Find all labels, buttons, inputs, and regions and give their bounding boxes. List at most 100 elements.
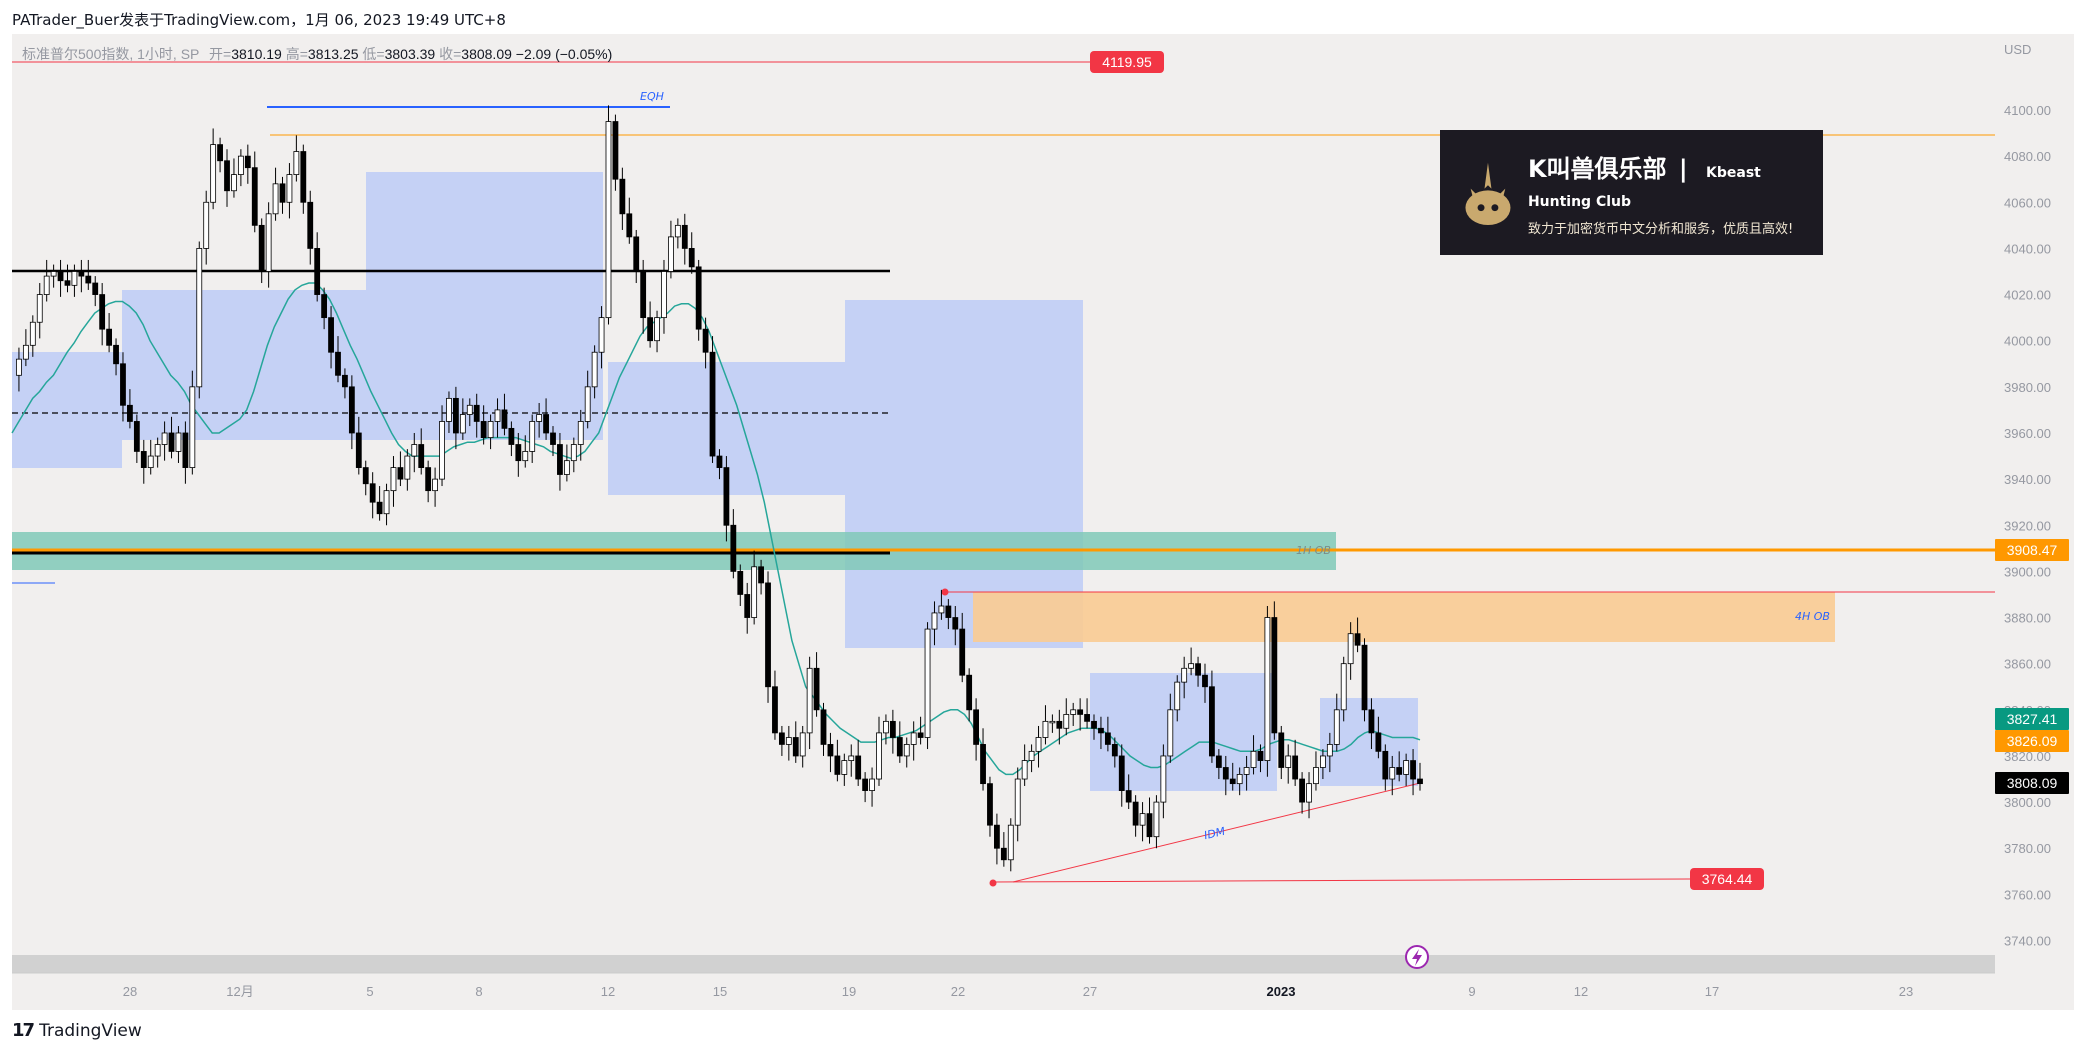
price-tick-label: 4060.00 bbox=[2004, 195, 2051, 210]
candle-body bbox=[661, 271, 667, 319]
candle-body bbox=[1063, 714, 1070, 729]
candle-body bbox=[85, 275, 92, 284]
ohlc-legend: 标准普尔500指数, 1小时, SP 开=3810.19 高=3813.25 低… bbox=[22, 44, 612, 64]
price-tick-label: 4080.00 bbox=[2004, 149, 2051, 164]
price-axis-area[interactable] bbox=[1995, 34, 2074, 1010]
candle-body bbox=[758, 566, 764, 584]
candle-body bbox=[244, 155, 251, 169]
chart-attribution: PATrader_Buer发表于TradingView.com，1月 06, 2… bbox=[12, 11, 506, 29]
candle-body bbox=[362, 467, 369, 485]
candle-body bbox=[1257, 750, 1264, 761]
price-label-text: 3826.09 bbox=[2007, 733, 2058, 749]
candle-body bbox=[695, 266, 702, 330]
candle-body bbox=[1077, 709, 1084, 715]
blue-zone-5 bbox=[845, 300, 1083, 648]
candle-body bbox=[161, 432, 168, 445]
low-label: 低= bbox=[362, 46, 385, 62]
candle-body bbox=[778, 732, 785, 745]
price-label-text: 3808.09 bbox=[2007, 775, 2058, 791]
price-label-badge: 3826.09 bbox=[1995, 730, 2069, 752]
candle-body bbox=[272, 183, 279, 215]
candle-body bbox=[1326, 744, 1333, 757]
time-scrollbar[interactable] bbox=[12, 955, 1995, 973]
price-tick-label: 4040.00 bbox=[2004, 241, 2051, 256]
candle-body bbox=[806, 667, 813, 734]
candle-body bbox=[668, 236, 674, 272]
candle-body bbox=[994, 824, 1000, 849]
candle-body bbox=[307, 201, 314, 249]
candle-body bbox=[501, 409, 508, 429]
candle-body bbox=[1084, 714, 1090, 722]
candle-body bbox=[834, 755, 841, 775]
candle-body bbox=[772, 686, 778, 734]
candle-body bbox=[1215, 755, 1222, 768]
change-value: −2.09 (−0.05%) bbox=[515, 46, 613, 62]
candle-body bbox=[931, 612, 938, 630]
candle-body bbox=[321, 294, 328, 319]
candle-body bbox=[1222, 767, 1229, 780]
candle-body bbox=[1160, 755, 1167, 803]
lightning-icon[interactable] bbox=[1405, 945, 1429, 969]
blue-zone-1 bbox=[12, 352, 122, 468]
candle-body bbox=[869, 778, 875, 791]
candle-body bbox=[744, 594, 751, 618]
candle-body bbox=[966, 674, 973, 711]
price-labels: 4119.95 3908.47 3827.41 3826.09 3808.09 3764.… bbox=[1090, 51, 2069, 890]
tradingview-logo-icon: 17 bbox=[12, 1020, 35, 1041]
candle-body bbox=[1278, 732, 1285, 768]
brand-watermark: K叫兽俱乐部 | Kbeast Hunting Club 致力于加密货币中文分析… bbox=[1440, 130, 1823, 255]
eqh-label: EQH bbox=[640, 90, 664, 103]
candle-body bbox=[917, 732, 924, 738]
time-tick-label: 8 bbox=[475, 984, 482, 999]
candle-body bbox=[446, 397, 452, 422]
time-tick-label: 9 bbox=[1468, 984, 1475, 999]
tradingview-footer[interactable]: 17 TradingView bbox=[12, 1020, 142, 1041]
brand-name: K叫兽俱乐部 bbox=[1527, 154, 1667, 183]
price-label-text: 3827.41 bbox=[2007, 711, 2058, 727]
time-tick-label: 19 bbox=[842, 984, 856, 999]
candle-body bbox=[674, 224, 681, 238]
candle-body bbox=[605, 121, 612, 319]
red-4h-marker bbox=[941, 588, 949, 596]
candle-body bbox=[1118, 755, 1125, 791]
candle-body bbox=[175, 432, 182, 452]
candle-body bbox=[1396, 767, 1403, 775]
candle-body bbox=[848, 755, 855, 761]
candle-body bbox=[1292, 755, 1299, 780]
candle-body bbox=[265, 213, 272, 272]
candle-body bbox=[924, 628, 931, 738]
candle-body bbox=[862, 778, 869, 791]
candle-body bbox=[210, 144, 217, 203]
candle-body bbox=[820, 709, 827, 745]
orange-4h-ob-zone bbox=[973, 592, 1835, 642]
candle-body bbox=[1181, 667, 1188, 683]
symbol-label: 标准普尔500指数, 1小时, SP bbox=[22, 46, 200, 62]
blue-zone-2 bbox=[122, 290, 366, 440]
low-value: 3803.39 bbox=[384, 46, 436, 62]
candle-body bbox=[799, 732, 806, 757]
high-label: 高= bbox=[285, 46, 308, 62]
candle-body bbox=[22, 344, 29, 360]
candle-body bbox=[508, 427, 515, 445]
candle-body bbox=[196, 248, 203, 388]
candle-body bbox=[1319, 755, 1326, 768]
candle-body bbox=[1264, 617, 1271, 761]
candle-body bbox=[1368, 709, 1375, 734]
low-marker-dot bbox=[989, 879, 997, 887]
price-tick-label: 4020.00 bbox=[2004, 288, 2051, 303]
candle-body bbox=[1299, 778, 1305, 803]
low-marker-line bbox=[992, 878, 1691, 883]
candle-body bbox=[1209, 686, 1215, 757]
price-tick-label: 4000.00 bbox=[2004, 334, 2051, 349]
candle-body bbox=[1098, 727, 1104, 734]
candle-body bbox=[1243, 767, 1250, 775]
time-tick-label: 12 bbox=[601, 984, 615, 999]
candle-body bbox=[1347, 633, 1354, 665]
ob-4h-label: 4H OB bbox=[1795, 610, 1830, 623]
candle-body bbox=[945, 605, 952, 618]
candle-body bbox=[1313, 767, 1319, 785]
time-tick-label: 27 bbox=[1083, 984, 1097, 999]
open-value: 3810.19 bbox=[231, 46, 282, 62]
candle-body bbox=[50, 271, 57, 277]
